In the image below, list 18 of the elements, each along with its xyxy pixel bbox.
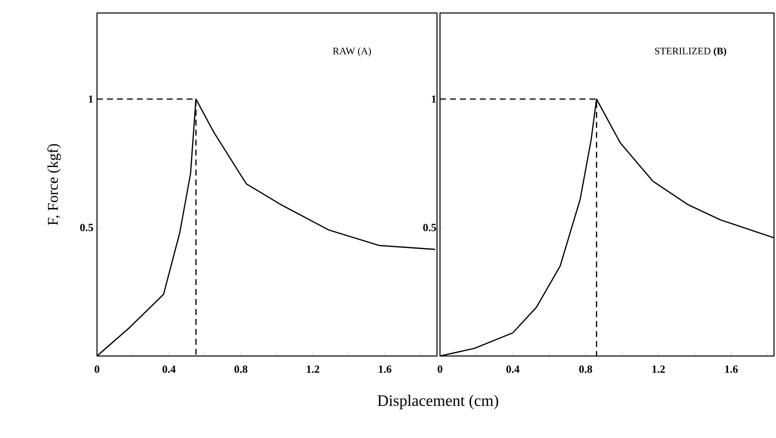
x-tick-label: 0.8 [579, 366, 592, 373]
x-tick-label: 0.4 [506, 366, 520, 373]
text: STERILIZED (B) [655, 47, 726, 56]
x-tick-label: 1.2 [652, 366, 665, 373]
y-tick-label: 1 [88, 95, 93, 103]
x-tick-label: 1.6 [725, 366, 738, 373]
x-tick-label: 0 [438, 366, 442, 373]
y-axis-title: F, Force (kgf) [47, 144, 61, 226]
text: RAW (A) [332, 47, 371, 56]
y-tick-label: 1 [432, 95, 436, 103]
x-tick-label: 0.4 [162, 366, 176, 373]
x-tick-label: 1.6 [378, 366, 392, 373]
x-tick-label: 1.2 [306, 366, 320, 373]
x-axis-title: Displacement (cm) [378, 394, 498, 410]
y-tick-label: 0.5 [80, 224, 94, 232]
y-tick-label: 0.5 [423, 224, 436, 232]
x-tick-label: 0 [94, 366, 100, 373]
x-tick-label: 0.8 [234, 366, 248, 373]
